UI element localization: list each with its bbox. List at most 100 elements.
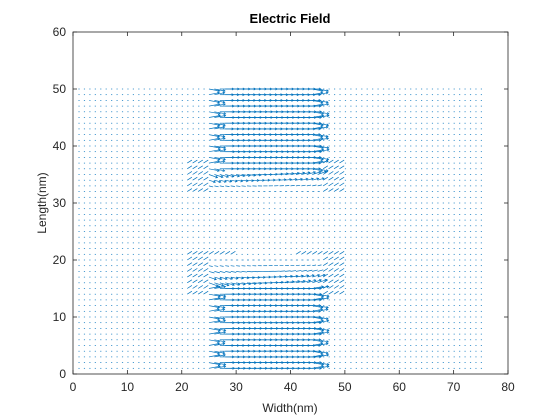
quiver-arrow xyxy=(312,286,324,289)
quiver-arrow xyxy=(317,362,330,365)
x-axis-label: Width(nm) xyxy=(262,401,317,415)
quiver-arrow xyxy=(214,339,226,343)
quiver-arrow xyxy=(208,362,221,365)
quiver-arrowhead xyxy=(222,123,226,127)
quiver-arrow xyxy=(214,168,225,172)
quiver-arrow xyxy=(317,343,329,346)
quiver-arrow xyxy=(339,159,345,164)
y-tick-label: 40 xyxy=(53,139,67,153)
quiver-arrow xyxy=(197,262,203,266)
quiver-arrow xyxy=(197,188,203,192)
quiver-arrow xyxy=(312,111,324,115)
quiver-arrow xyxy=(197,285,203,289)
quiver-arrow xyxy=(187,273,193,278)
quiver-arrow xyxy=(317,316,329,320)
quiver-arrowhead xyxy=(326,353,330,357)
quiver-arrowhead xyxy=(251,179,255,183)
quiver-arrow xyxy=(246,276,255,279)
quiver-arrow xyxy=(214,282,224,287)
quiver-arrow xyxy=(225,174,234,177)
quiver-arrowhead xyxy=(325,91,329,95)
quiver-arrow xyxy=(208,103,220,107)
quiver-arrow xyxy=(333,262,339,266)
quiver-arrowhead xyxy=(306,274,310,278)
quiver-arrow xyxy=(219,276,228,280)
quiver-arrowhead xyxy=(318,127,322,131)
quiver-arrow xyxy=(322,285,329,289)
quiver-arrow xyxy=(246,179,254,182)
quiver-arrow xyxy=(241,174,251,177)
quiver-arrow xyxy=(197,290,203,295)
quiver-arrow xyxy=(214,362,226,365)
y-tick-label: 0 xyxy=(59,367,66,381)
quiver-arrow xyxy=(312,320,324,324)
quiver-arrow xyxy=(328,176,334,181)
quiver-arrowhead xyxy=(326,148,330,152)
quiver-arrow xyxy=(312,115,324,118)
quiver-arrow xyxy=(225,276,233,280)
quiver-arrow xyxy=(328,159,334,164)
quiver-arrow xyxy=(214,92,225,96)
quiver-arrow xyxy=(339,285,345,289)
quiver-arrow xyxy=(208,320,220,324)
quiver-arrow xyxy=(219,179,227,183)
x-tick-label: 10 xyxy=(121,380,135,394)
quiver-arrowhead xyxy=(213,277,217,281)
quiver-arrow xyxy=(312,100,323,103)
quiver-arrow xyxy=(312,92,323,96)
quiver-arrowhead xyxy=(222,137,226,141)
quiver-arrow xyxy=(317,274,326,278)
quiver-arrow xyxy=(306,178,314,181)
quiver-arrow xyxy=(322,262,329,266)
quiver-arrow xyxy=(214,157,226,160)
quiver-arrowhead xyxy=(222,89,226,93)
quiver-arrow xyxy=(295,178,303,181)
quiver-arrow xyxy=(312,88,323,92)
quiver-arrow xyxy=(192,159,198,164)
quiver-arrow xyxy=(241,179,249,182)
quiver-arrow xyxy=(246,174,256,176)
quiver-arrowhead xyxy=(222,308,226,312)
quiver-arrow xyxy=(295,280,306,284)
quiver-arrowhead xyxy=(318,355,322,359)
quiver-arrow xyxy=(317,157,329,160)
quiver-arrow xyxy=(312,331,324,335)
quiver-arrow xyxy=(312,171,321,175)
quiver-arrow xyxy=(322,273,329,278)
quiver-arrow xyxy=(317,184,322,187)
quiver-arrowhead xyxy=(322,273,326,277)
quiver-arrow xyxy=(301,275,309,278)
quiver-arrow xyxy=(312,160,323,164)
quiver-arrow xyxy=(333,171,339,175)
quiver-arrowhead xyxy=(326,157,330,161)
quiver-arrow xyxy=(295,250,301,255)
quiver-arrow xyxy=(322,188,329,192)
quiver-arrowhead xyxy=(222,134,226,138)
quiver-arrow xyxy=(312,316,323,320)
quiver-arrow xyxy=(187,182,193,187)
quiver-arrow xyxy=(203,188,209,192)
quiver-arrowhead xyxy=(231,174,235,178)
quiver-arrow xyxy=(214,276,222,280)
quiver-arrow xyxy=(333,182,339,187)
quiver-arrow xyxy=(203,262,209,266)
quiver-arrow xyxy=(312,103,324,107)
quiver-arrow xyxy=(192,290,198,295)
quiver-arrow xyxy=(322,250,329,255)
quiver-arrowhead xyxy=(283,178,287,182)
quiver-arrow xyxy=(192,262,198,266)
quiver-arrow xyxy=(328,279,334,284)
quiver-arrow xyxy=(214,265,219,267)
quiver-arrowhead xyxy=(222,317,226,321)
quiver-arrow xyxy=(197,171,203,175)
quiver-arrow xyxy=(285,270,291,272)
quiver-arrow xyxy=(312,149,324,153)
y-tick-label: 60 xyxy=(53,25,67,39)
quiver-arrow xyxy=(214,88,226,92)
quiver-arrow xyxy=(322,290,329,295)
quiver-arrowhead xyxy=(223,365,227,368)
quiver-arrow xyxy=(328,171,334,175)
quiver-arrow xyxy=(306,250,312,255)
quiver-arrow xyxy=(230,282,240,286)
